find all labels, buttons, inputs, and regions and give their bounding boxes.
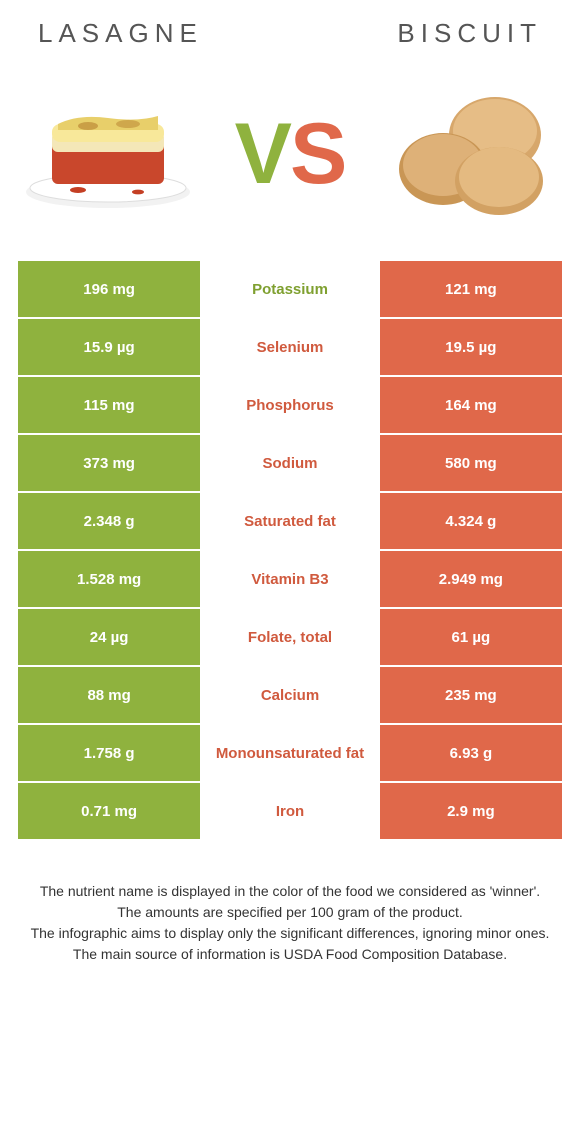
nutrient-label: Vitamin B3 [200,551,380,607]
right-value: 2.949 mg [380,551,562,607]
nutrition-table: 196 mgPotassium121 mg15.9 µgSelenium19.5… [18,261,562,839]
nutrient-label: Selenium [200,319,380,375]
left-value: 2.348 g [18,493,200,549]
vs-label: VS [235,105,346,204]
left-value: 373 mg [18,435,200,491]
left-value: 1.758 g [18,725,200,781]
left-value: 88 mg [18,667,200,723]
left-value: 1.528 mg [18,551,200,607]
left-value: 15.9 µg [18,319,200,375]
nutrition-row: 373 mgSodium580 mg [18,435,562,491]
vs-s: S [290,105,345,204]
left-value: 115 mg [18,377,200,433]
right-value: 61 µg [380,609,562,665]
nutrition-row: 196 mgPotassium121 mg [18,261,562,317]
right-value: 4.324 g [380,493,562,549]
nutrition-row: 0.71 mgIron2.9 mg [18,783,562,839]
nutrient-label: Phosphorus [200,377,380,433]
nutrient-label: Folate, total [200,609,380,665]
right-food-title: Biscuit [397,18,542,49]
nutrient-label: Calcium [200,667,380,723]
nutrition-row: 15.9 µgSelenium19.5 µg [18,319,562,375]
biscuit-image [382,89,562,219]
right-value: 2.9 mg [380,783,562,839]
nutrition-row: 24 µgFolate, total61 µg [18,609,562,665]
footnotes: The nutrient name is displayed in the co… [18,841,562,965]
nutrition-row: 88 mgCalcium235 mg [18,667,562,723]
nutrient-label: Saturated fat [200,493,380,549]
left-value: 24 µg [18,609,200,665]
right-value: 121 mg [380,261,562,317]
right-value: 580 mg [380,435,562,491]
nutrient-label: Monounsaturated fat [200,725,380,781]
lasagne-image [18,89,198,219]
nutrition-row: 115 mgPhosphorus164 mg [18,377,562,433]
right-value: 235 mg [380,667,562,723]
nutrient-label: Sodium [200,435,380,491]
right-value: 6.93 g [380,725,562,781]
nutrition-row: 1.758 gMonounsaturated fat6.93 g [18,725,562,781]
nutrition-row: 2.348 gSaturated fat4.324 g [18,493,562,549]
vs-v: V [235,105,290,204]
left-value: 0.71 mg [18,783,200,839]
nutrient-label: Iron [200,783,380,839]
right-value: 164 mg [380,377,562,433]
footnote-line: The infographic aims to display only the… [28,923,552,944]
footnote-line: The amounts are specified per 100 gram o… [28,902,552,923]
nutrient-label: Potassium [200,261,380,317]
footnote-line: The main source of information is USDA F… [28,944,552,965]
right-value: 19.5 µg [380,319,562,375]
hero-row: VS [18,79,562,259]
left-food-title: Lasagne [38,18,203,49]
nutrition-row: 1.528 mgVitamin B32.949 mg [18,551,562,607]
titles-row: Lasagne Biscuit [18,18,562,79]
left-value: 196 mg [18,261,200,317]
footnote-line: The nutrient name is displayed in the co… [28,881,552,902]
